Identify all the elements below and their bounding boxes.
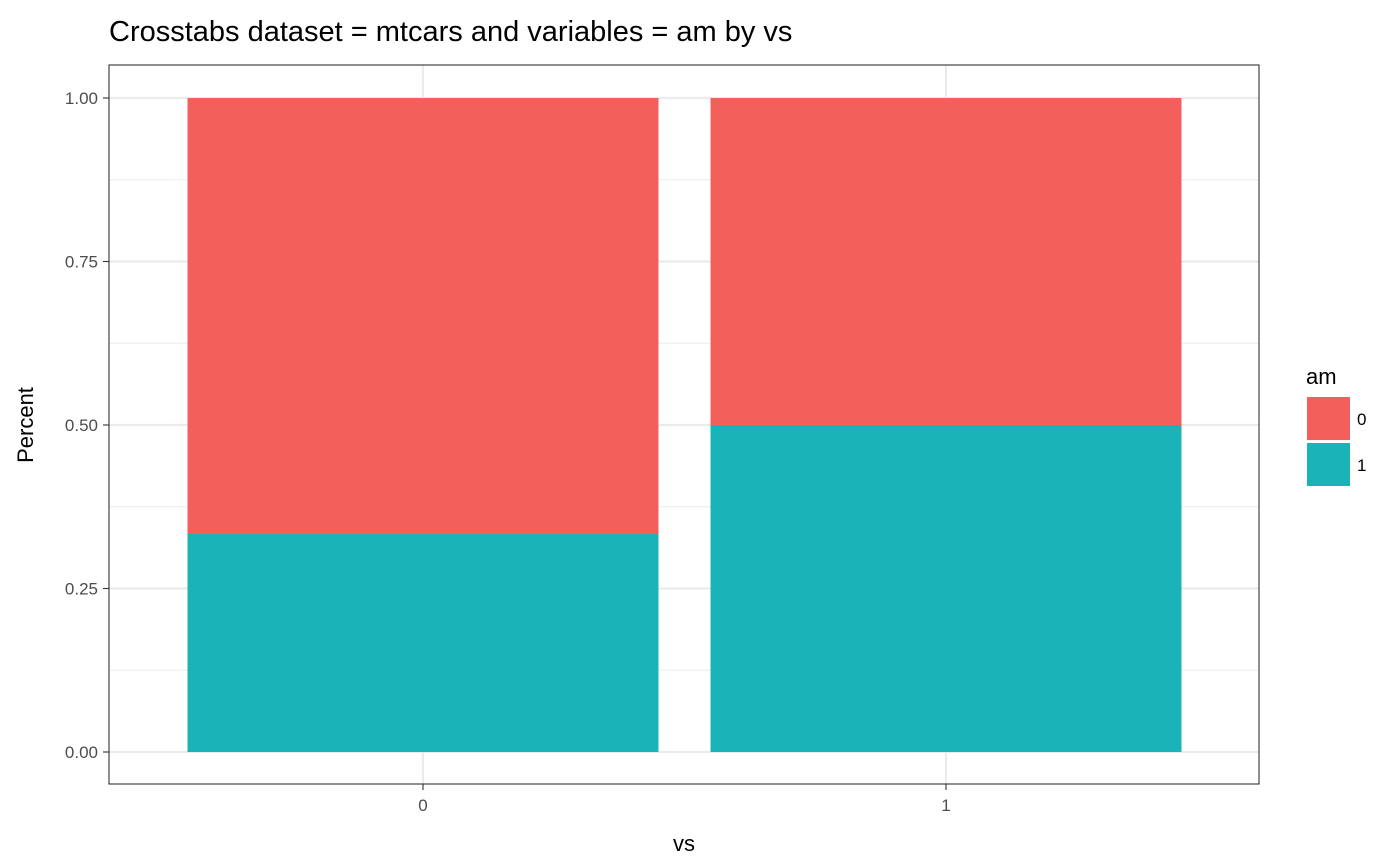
legend: am 01: [1306, 364, 1366, 486]
bar-segment-vs0-am1: [187, 534, 659, 752]
bar-segment-vs1-am1: [710, 425, 1182, 752]
y-tick-label: 0.25: [65, 580, 98, 599]
x-tick-label: 0: [418, 796, 427, 815]
chart-title: Crosstabs dataset = mtcars and variables…: [109, 16, 792, 48]
plot-panel: [108, 64, 1260, 785]
y-tick-label: 0.75: [65, 253, 98, 272]
bar-segment-vs1-am0: [710, 98, 1182, 425]
legend-label-1: 1: [1357, 456, 1366, 475]
x-axis-title: vs: [673, 831, 695, 856]
y-axis: 0.00 0.25 0.50 0.75 1.00: [65, 89, 109, 762]
legend-key-0: [1307, 397, 1350, 440]
bars: [187, 98, 1182, 752]
y-axis-title: Percent: [13, 387, 38, 463]
legend-items: 01: [1307, 397, 1366, 486]
bar-segment-vs0-am0: [187, 98, 659, 535]
legend-label-0: 0: [1357, 410, 1366, 429]
y-tick-label: 1.00: [65, 89, 98, 108]
y-tick-label: 0.00: [65, 743, 98, 762]
legend-title: am: [1306, 364, 1337, 389]
y-tick-label: 0.50: [65, 416, 98, 435]
legend-key-1: [1307, 443, 1350, 486]
x-tick-label: 1: [941, 796, 950, 815]
